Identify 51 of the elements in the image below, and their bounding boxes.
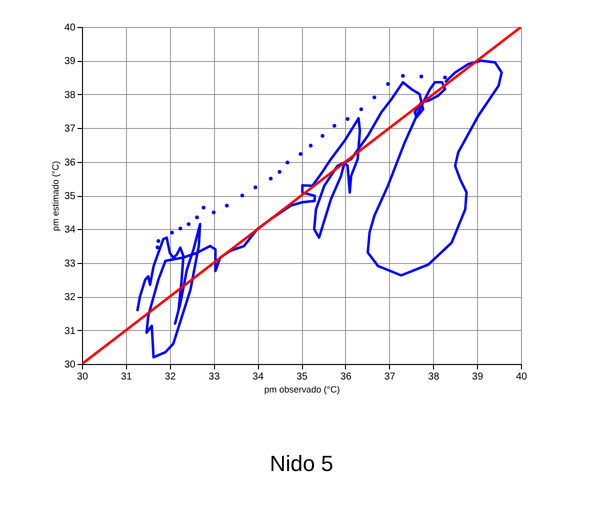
point xyxy=(170,230,174,234)
point xyxy=(278,170,282,174)
x-tick-label: 37 xyxy=(384,372,396,382)
point xyxy=(254,186,258,190)
y-tick-label: 30 xyxy=(64,360,76,370)
point xyxy=(178,226,182,230)
point xyxy=(419,74,424,78)
y-tick-label: 32 xyxy=(64,292,76,304)
y-tick-label: 33 xyxy=(64,258,76,270)
y-tick-label: 36 xyxy=(64,157,76,168)
x-tick-label: 31 xyxy=(120,372,132,382)
point xyxy=(359,107,364,112)
point xyxy=(320,134,324,138)
x-tick-label: 34 xyxy=(252,372,264,382)
y-tick-label: 34 xyxy=(64,224,76,236)
x-tick-label: 33 xyxy=(208,372,220,382)
text: Nido 5 xyxy=(270,451,334,476)
y-tick-label: 38 xyxy=(64,90,76,101)
x-tick-label: 32 xyxy=(164,372,176,382)
x-tick-label: 35 xyxy=(296,372,308,382)
point xyxy=(202,206,206,210)
x-tick-label: 39 xyxy=(472,372,484,382)
point xyxy=(156,239,160,243)
y-tick-label: 39 xyxy=(64,56,76,68)
point xyxy=(372,96,376,100)
x-tick-label: 38 xyxy=(428,372,440,382)
line-series xyxy=(136,59,503,359)
point xyxy=(332,124,336,128)
y-tick-label: 35 xyxy=(64,191,76,202)
point xyxy=(443,76,447,80)
point xyxy=(286,160,290,164)
point xyxy=(298,152,302,156)
x-axis-title: pm observado (°C) xyxy=(264,384,340,394)
point xyxy=(156,246,160,250)
x-tick-label: 40 xyxy=(516,372,528,382)
point xyxy=(212,210,216,214)
y-tick-label: 40 xyxy=(64,22,76,34)
point xyxy=(225,204,229,208)
y-tick-label: 31 xyxy=(64,326,76,337)
point xyxy=(346,117,350,121)
x-tick-label: 30 xyxy=(76,372,88,382)
point xyxy=(186,222,191,226)
x-tick-label: 36 xyxy=(340,372,352,382)
point xyxy=(308,144,313,148)
point xyxy=(386,82,390,86)
point xyxy=(240,194,244,198)
point xyxy=(401,74,405,78)
y-tick-label: 37 xyxy=(64,124,76,135)
point xyxy=(195,216,199,220)
y-axis-title: pm estimado (°C) xyxy=(50,160,60,232)
point xyxy=(268,176,273,181)
